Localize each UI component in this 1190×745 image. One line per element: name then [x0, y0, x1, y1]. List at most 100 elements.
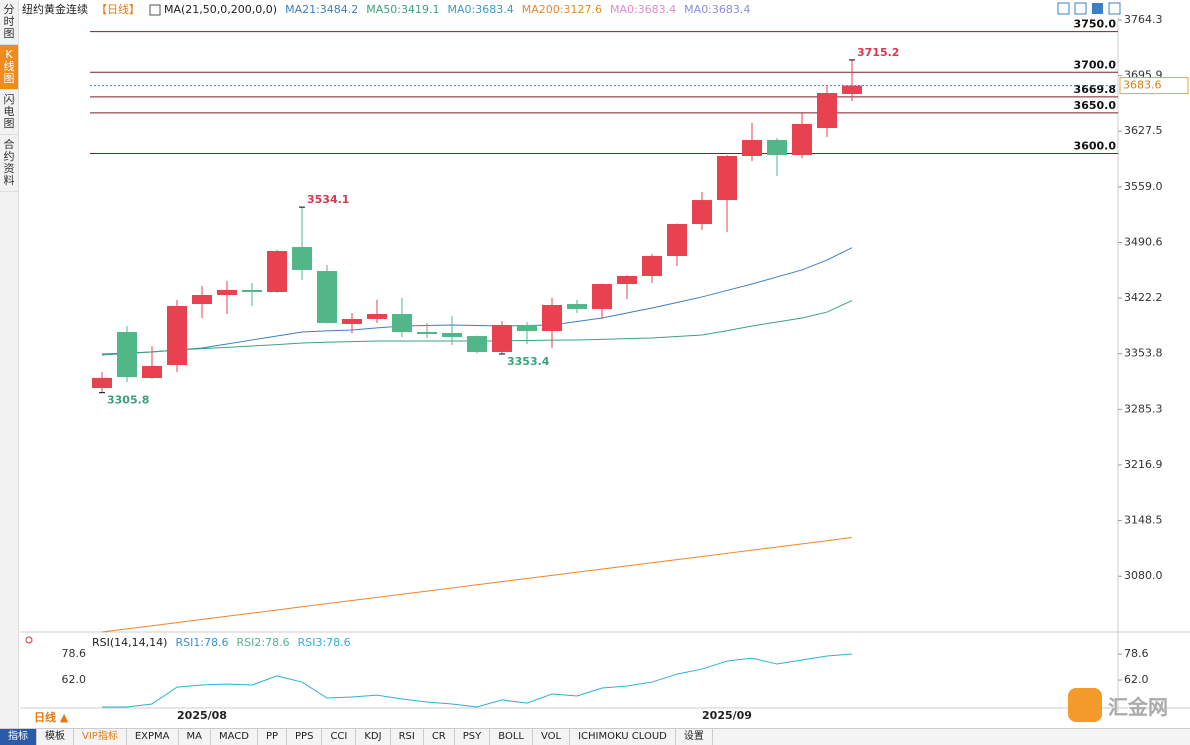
legend-entry: RSI3:78.6: [298, 636, 351, 649]
chart: 日线 ▲ 纽约黄金连续 【日线】 MA(21,50,0,200,0,0) MA21:34…: [20, 2, 1190, 724]
candle-body: [792, 123, 812, 156]
legend-entry: RSI2:78.6: [237, 636, 290, 649]
candle-body: [742, 139, 762, 156]
y-tick-label: 3080.0: [1124, 569, 1163, 582]
candle-body: [117, 331, 137, 378]
y-tick-label: 62.0: [1124, 673, 1149, 686]
annotation: 3305.8: [107, 394, 149, 407]
legend-entry: MA0:3683.4: [684, 3, 750, 16]
price-line-label: 3750.0: [1074, 18, 1117, 31]
y-tick-label: 3764.3: [1124, 13, 1163, 26]
candle-body: [542, 304, 562, 331]
period-button[interactable]: 日线 ▲: [34, 710, 69, 724]
tab[interactable]: 指标: [0, 729, 37, 745]
y-tick-label: 3490.6: [1124, 235, 1163, 248]
candle-body: [367, 314, 387, 319]
candle-body: [817, 92, 837, 129]
sidebar: 分时图 K线图 闪电图 合约资料: [0, 0, 19, 728]
rsi-title: RSI(14,14,14): [92, 636, 167, 649]
candle-body: [717, 155, 737, 201]
icon[interactable]: [1108, 2, 1121, 15]
candle-body: [392, 314, 412, 332]
current-price-box: [1119, 77, 1189, 95]
side-tab[interactable]: K线图: [0, 45, 18, 90]
tab[interactable]: PP: [258, 729, 288, 745]
tab[interactable]: 模板: [37, 729, 74, 745]
y-tick-label: 3559.0: [1124, 180, 1163, 193]
candle-body: [442, 332, 462, 338]
candle-body: [617, 275, 637, 285]
ma-params: MA(21,50,0,200,0,0): [164, 3, 277, 16]
annotation: 3715.2: [857, 46, 899, 59]
candle-body: [692, 200, 712, 225]
rsi-line: [102, 653, 853, 708]
tab[interactable]: BOLL: [490, 729, 533, 745]
tab[interactable]: PSY: [455, 729, 491, 745]
tab[interactable]: CCI: [322, 729, 357, 745]
y-tick-label-left: 62.0: [62, 673, 87, 686]
legend-entry: MA200:3127.6: [522, 3, 602, 16]
candle-body: [92, 377, 112, 388]
legend-entry: MA0:3683.4: [610, 3, 676, 16]
candle-body: [642, 255, 662, 276]
current-price-label: 3683.6: [1123, 79, 1162, 92]
icon: [149, 4, 161, 16]
side-tab[interactable]: 分时图: [0, 0, 18, 45]
logo-icon: [1068, 688, 1102, 722]
tab[interactable]: 设置: [676, 729, 713, 745]
candle-body: [417, 331, 437, 335]
legend-entry: MA50:3419.1: [366, 3, 439, 16]
tab[interactable]: ICHIMOKU CLOUD: [570, 729, 676, 745]
tab[interactable]: KDJ: [356, 729, 391, 745]
icon[interactable]: [1057, 2, 1070, 15]
tab[interactable]: VIP指标: [74, 729, 127, 745]
candle-body: [317, 271, 337, 323]
candle-body: [167, 305, 187, 365]
candle-body: [267, 251, 287, 292]
tab-bar: 指标 模板 VIP指标 EXPMA MA MACD PP PPS CCI KDJ RSI CR PSY B…: [0, 728, 1190, 745]
price-line-label: 3650.0: [1074, 99, 1117, 112]
tab[interactable]: RSI: [391, 729, 424, 745]
price-line-label: 3700.0: [1074, 58, 1117, 71]
side-tab[interactable]: 合约资料: [0, 135, 18, 192]
tab[interactable]: VOL: [533, 729, 571, 745]
price-line-label: 3600.0: [1074, 140, 1117, 153]
tab[interactable]: MACD: [211, 729, 258, 745]
candle-body: [142, 365, 162, 378]
candle-body: [842, 85, 862, 94]
tab[interactable]: CR: [424, 729, 455, 745]
tab[interactable]: PPS: [287, 729, 323, 745]
icon[interactable]: [25, 636, 33, 644]
x-tick-label: 2025/08: [177, 709, 227, 722]
tab[interactable]: MA: [179, 729, 211, 745]
y-tick-label: 3353.8: [1124, 347, 1163, 360]
candle-body: [467, 336, 487, 352]
candle-body: [292, 247, 312, 270]
legend-entry: MA21:3484.2: [285, 3, 358, 16]
candle-body: [342, 318, 362, 325]
y-tick-label: 3627.5: [1124, 124, 1163, 137]
price-line-label: 3669.8: [1074, 83, 1116, 96]
candle-body: [217, 289, 237, 295]
symbol: 纽约黄金连续: [22, 2, 88, 16]
side-tab[interactable]: 闪电图: [0, 90, 18, 135]
icon[interactable]: [1074, 2, 1087, 15]
annotation: 3353.4: [507, 355, 550, 368]
y-tick-label-left: 78.6: [62, 647, 87, 660]
tab[interactable]: EXPMA: [127, 729, 179, 745]
annotation: 3534.1: [307, 193, 349, 206]
candle-body: [667, 224, 687, 256]
logo: 汇金网: [1068, 688, 1168, 722]
icon[interactable]: [1092, 3, 1103, 14]
candle-body: [192, 294, 212, 305]
candle-body: [767, 139, 787, 156]
y-tick-label: 3285.3: [1124, 402, 1163, 415]
ma-line: [101, 537, 853, 633]
y-tick-label: 3148.5: [1124, 514, 1163, 527]
period: 【日线】: [96, 2, 140, 16]
logo-text: 汇金网: [1108, 694, 1168, 719]
candle-body: [517, 324, 537, 331]
candle-body: [592, 284, 612, 309]
y-tick-label: 78.6: [1124, 647, 1149, 660]
